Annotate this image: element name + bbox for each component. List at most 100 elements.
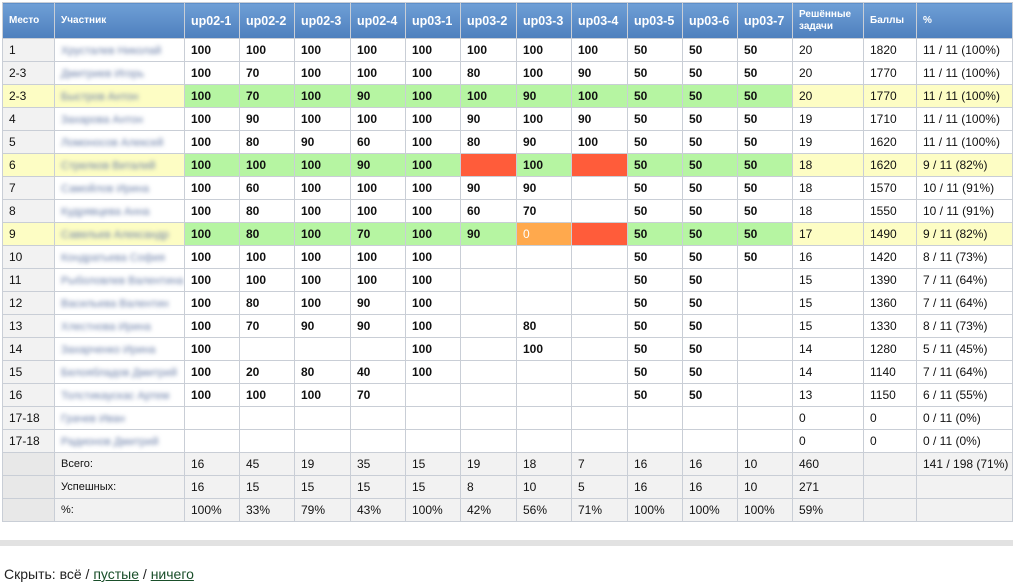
score-cell[interactable]: 50 [682,245,738,269]
column-header-participant[interactable]: Участник [54,2,185,39]
score-cell[interactable] [516,360,572,384]
score-cell[interactable] [516,268,572,292]
score-cell[interactable]: 50 [627,337,683,361]
participant-cell[interactable]: Толстикаускас Артем [54,383,185,407]
score-cell[interactable]: 80 [294,360,351,384]
score-cell[interactable]: 100 [405,176,461,200]
column-header-problem[interactable]: up03-5 [627,2,683,39]
score-cell[interactable] [737,314,793,338]
score-cell[interactable]: 70 [350,383,406,407]
column-header-problem[interactable]: up03-4 [571,2,628,39]
score-cell[interactable] [239,429,295,453]
column-header-percent[interactable]: % [916,2,1013,39]
score-cell[interactable]: 100 [294,38,351,62]
score-cell[interactable]: 100 [405,360,461,384]
score-cell[interactable]: 50 [737,199,793,223]
score-cell[interactable]: 100 [350,199,406,223]
score-cell[interactable]: 50 [682,360,738,384]
score-cell[interactable]: 100 [239,268,295,292]
score-cell[interactable] [571,383,628,407]
score-cell[interactable] [571,429,628,453]
participant-cell[interactable]: Белоябладов Дмитрий [54,360,185,384]
score-cell[interactable]: 90 [350,314,406,338]
participant-cell[interactable]: Дмитриев Игорь [54,61,185,85]
score-cell[interactable]: 80 [460,61,517,85]
score-cell[interactable]: 100 [239,245,295,269]
score-cell[interactable]: 100 [405,84,461,108]
score-cell[interactable] [571,337,628,361]
participant-cell[interactable]: Захарова Антон [54,107,185,131]
score-cell[interactable] [571,406,628,430]
score-cell[interactable]: 100 [294,291,351,315]
column-header-points[interactable]: Баллы [863,2,917,39]
score-cell[interactable] [405,429,461,453]
participant-cell[interactable]: Кондратьева София [54,245,185,269]
score-cell[interactable]: 80 [239,222,295,246]
score-cell[interactable]: 100 [405,199,461,223]
score-cell[interactable] [627,429,683,453]
column-header-problem[interactable]: up03-6 [682,2,738,39]
score-cell[interactable]: 90 [516,176,572,200]
column-header-problem[interactable]: up03-2 [460,2,517,39]
score-cell[interactable] [516,291,572,315]
score-cell[interactable]: 100 [350,38,406,62]
score-cell[interactable] [460,291,517,315]
score-cell[interactable]: 100 [184,268,240,292]
score-cell[interactable] [571,199,628,223]
column-header-solved[interactable]: Решённые задачи [792,2,864,39]
score-cell[interactable]: 100 [405,245,461,269]
score-cell[interactable]: 100 [294,245,351,269]
score-cell[interactable]: 100 [184,38,240,62]
score-cell[interactable]: 50 [682,383,738,407]
score-cell[interactable]: 100 [350,107,406,131]
score-cell[interactable] [460,406,517,430]
score-cell[interactable]: 50 [627,38,683,62]
score-cell[interactable] [627,406,683,430]
score-cell[interactable]: 100 [239,153,295,177]
score-cell[interactable]: 100 [184,84,240,108]
score-cell[interactable] [682,406,738,430]
participant-cell[interactable]: Кудрявцева Анна [54,199,185,223]
score-cell[interactable]: 80 [239,199,295,223]
score-cell[interactable]: 70 [239,84,295,108]
score-cell[interactable] [294,337,351,361]
score-cell[interactable]: 100 [571,130,628,154]
participant-cell[interactable]: Радионов Дмитрий [54,429,185,453]
score-cell[interactable]: 100 [350,245,406,269]
participant-cell[interactable]: Грачев Иван [54,406,185,430]
score-cell[interactable]: 100 [184,291,240,315]
score-cell[interactable]: 70 [350,222,406,246]
score-cell[interactable]: 50 [627,360,683,384]
score-cell[interactable]: 70 [239,61,295,85]
score-cell[interactable]: 50 [627,130,683,154]
score-cell[interactable]: 90 [239,107,295,131]
score-cell[interactable]: 50 [682,176,738,200]
score-cell[interactable]: 50 [627,291,683,315]
participant-cell[interactable]: Захарченко Ирина [54,337,185,361]
score-cell[interactable] [405,406,461,430]
score-cell[interactable]: 100 [184,314,240,338]
score-cell[interactable]: 100 [405,38,461,62]
score-cell[interactable]: 100 [184,130,240,154]
score-cell[interactable]: 100 [516,337,572,361]
score-cell[interactable]: 50 [682,268,738,292]
score-cell[interactable] [571,222,628,246]
participant-cell[interactable]: Самойлов Ирина [54,176,185,200]
score-cell[interactable]: 0 [516,222,572,246]
score-cell[interactable]: 90 [460,107,517,131]
participant-cell[interactable]: Ломоносов Алексей [54,130,185,154]
score-cell[interactable]: 100 [184,222,240,246]
score-cell[interactable]: 90 [516,130,572,154]
score-cell[interactable]: 100 [405,314,461,338]
score-cell[interactable] [460,360,517,384]
score-cell[interactable]: 50 [627,222,683,246]
score-cell[interactable]: 100 [405,291,461,315]
score-cell[interactable] [571,314,628,338]
score-cell[interactable]: 100 [405,153,461,177]
score-cell[interactable]: 50 [737,107,793,131]
score-cell[interactable]: 100 [239,383,295,407]
participant-cell[interactable]: Быстров Антон [54,84,185,108]
score-cell[interactable]: 50 [737,245,793,269]
score-cell[interactable] [737,406,793,430]
score-cell[interactable] [737,360,793,384]
